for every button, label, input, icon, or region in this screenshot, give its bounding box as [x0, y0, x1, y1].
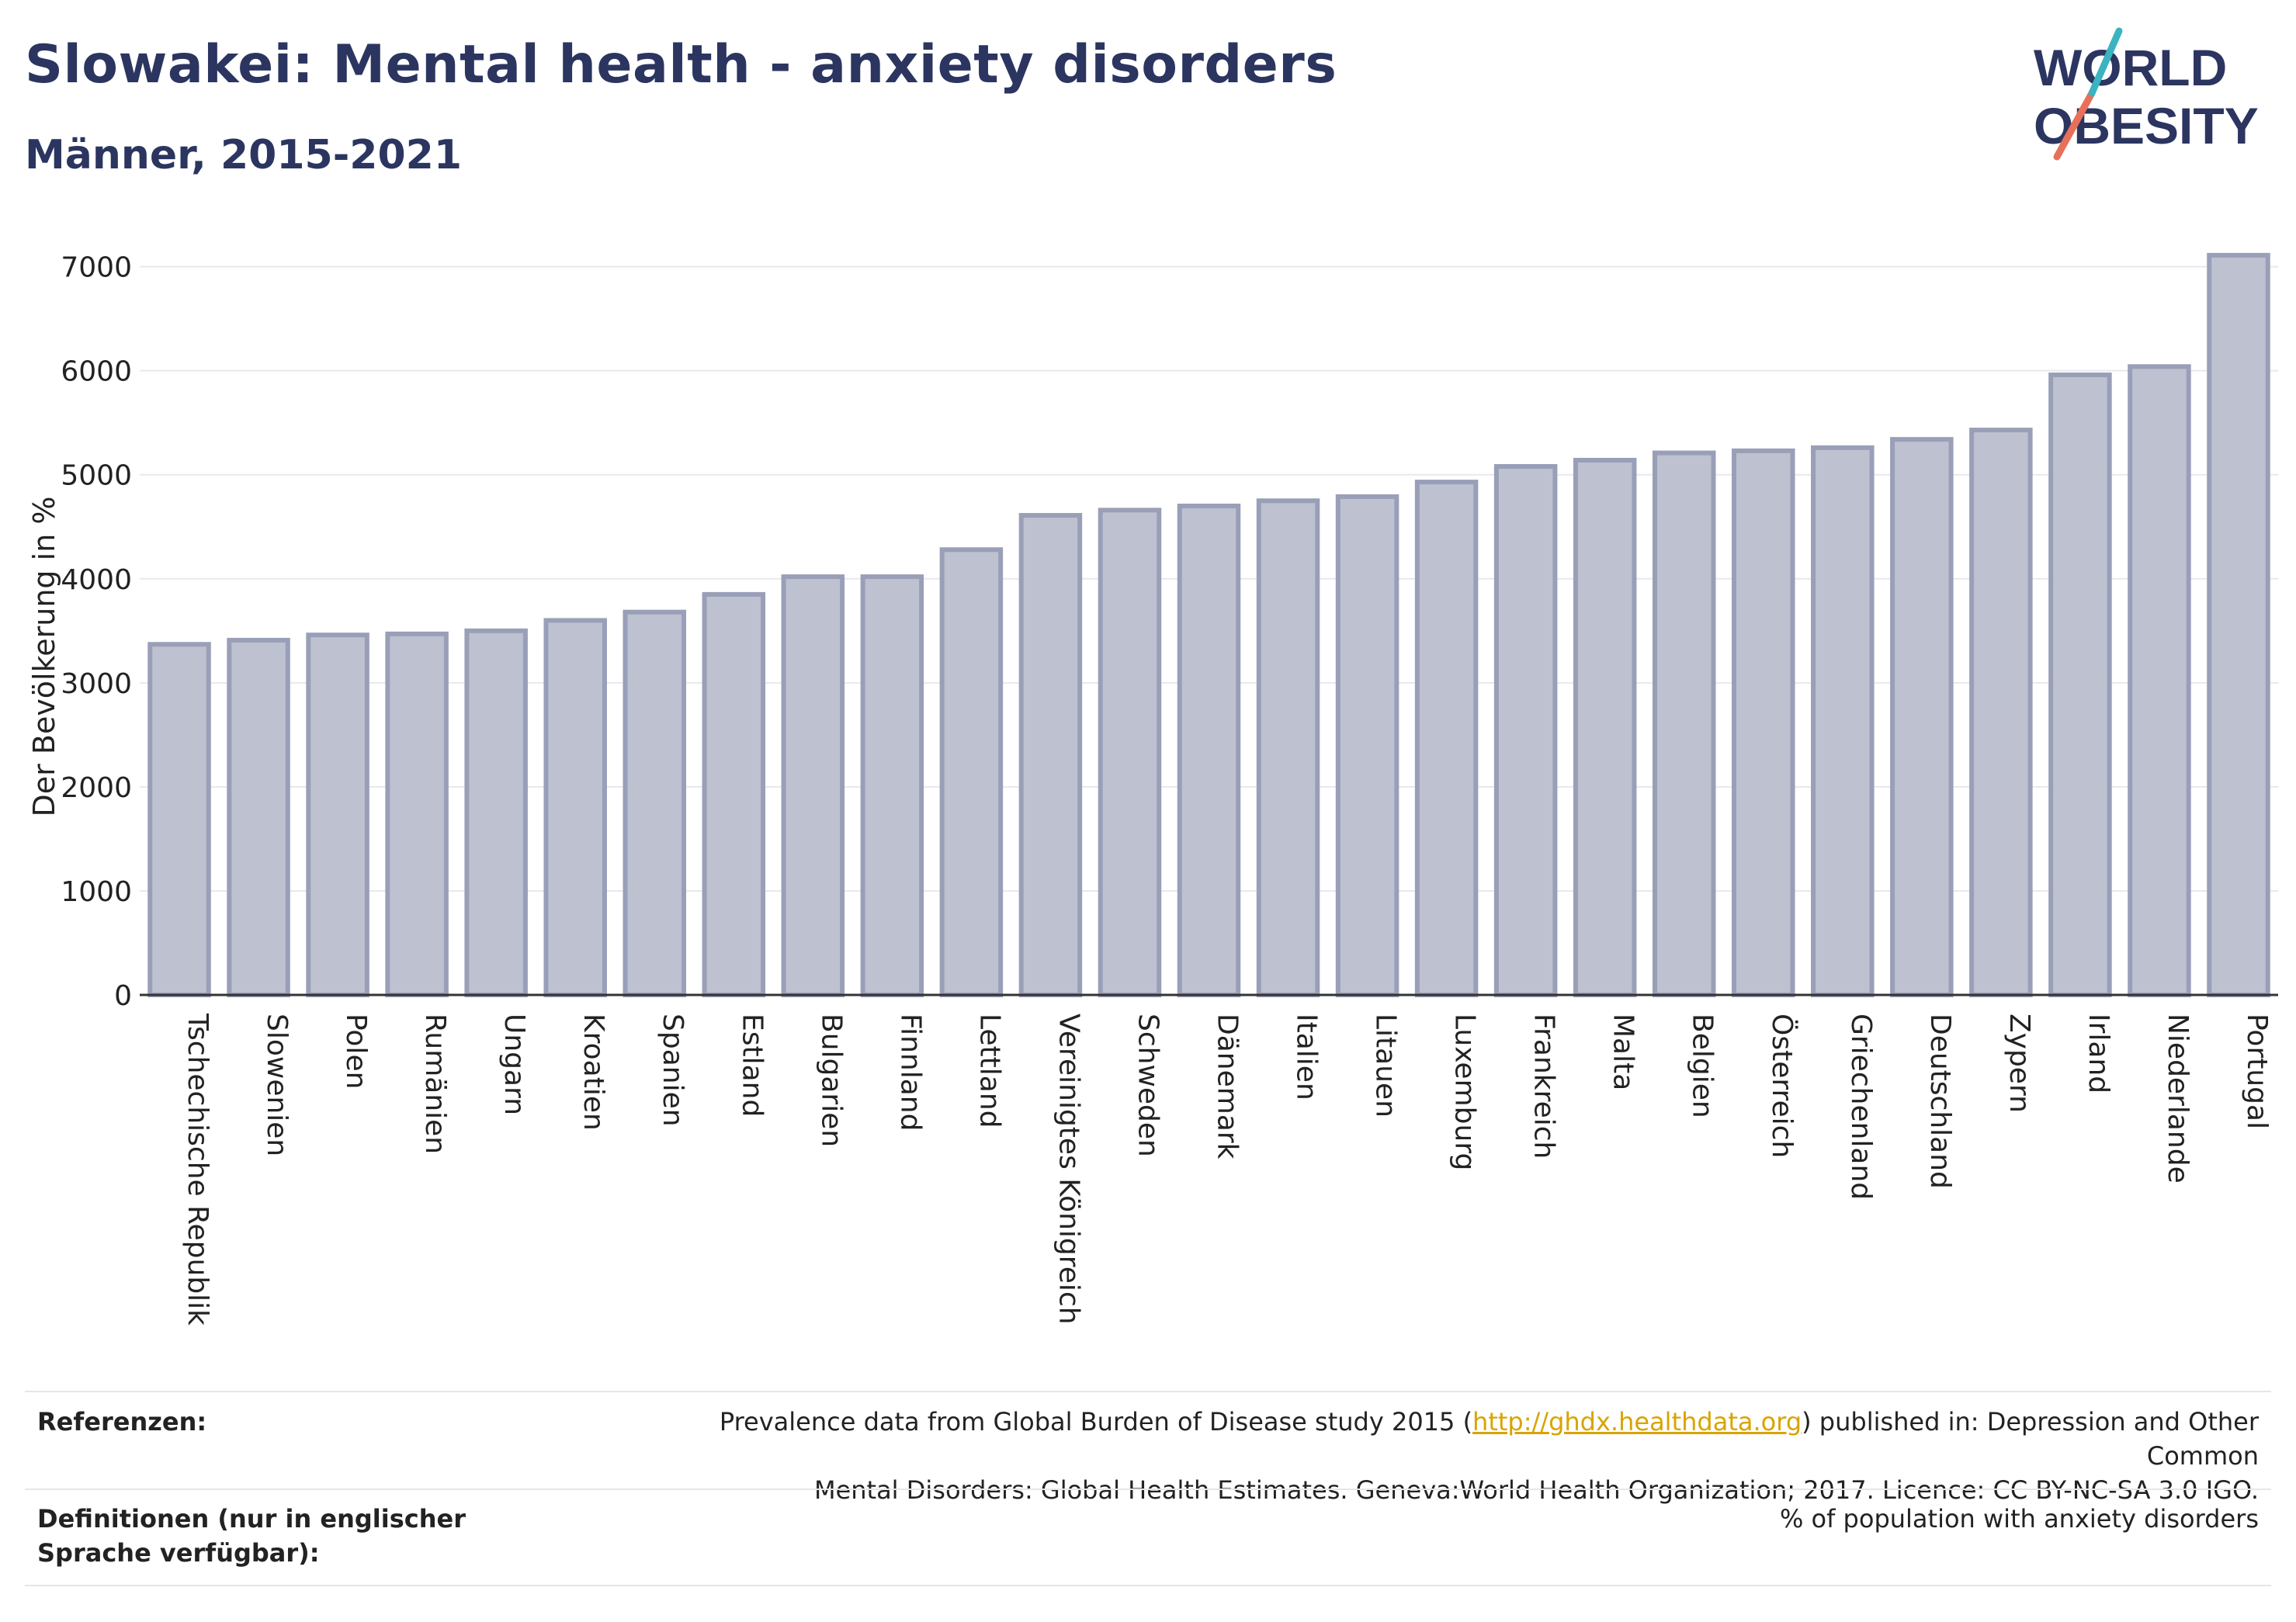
bar — [1414, 480, 1479, 997]
x-category-label: Vereinigtes Königreich — [1053, 1014, 1084, 1325]
x-category-label: Slowenien — [261, 1014, 293, 1156]
bar — [227, 637, 290, 997]
definitions-row: Definitionen (nur in englischer Sprache … — [25, 1502, 2271, 1587]
y-tick-label: 2000 — [61, 772, 132, 804]
x-category-label: Österreich — [1766, 1014, 1798, 1158]
x-category-label: Belgien — [1687, 1014, 1719, 1118]
x-category-label: Niederlande — [2162, 1014, 2194, 1184]
references-text: Prevalence data from Global Burden of Di… — [668, 1405, 2259, 1507]
footer-divider-top — [25, 1391, 2271, 1392]
bars — [147, 252, 2270, 998]
definitions-label: Definitionen (nur in englischer Sprache … — [37, 1504, 466, 1568]
x-category-label: Dänemark — [1212, 1014, 1243, 1159]
bar — [1018, 513, 1083, 997]
y-axis-ticks: 0 1000 2000 3000 4000 5000 6000 7000 — [61, 252, 132, 1012]
bar — [781, 574, 845, 997]
world-obesity-logo: WORLD OBESITY — [2034, 27, 2259, 161]
x-category-label: Estland — [736, 1014, 768, 1117]
references-label: Referenzen: — [37, 1407, 207, 1437]
bar — [702, 591, 766, 997]
y-tick-label: 4000 — [61, 564, 132, 596]
bar — [2207, 252, 2270, 998]
logo-line1: WORLD — [2034, 39, 2227, 96]
x-category-label: Frankreich — [1528, 1014, 1560, 1159]
y-tick-label: 0 — [114, 980, 132, 1012]
bar — [306, 633, 369, 997]
chart-title: Slowakei: Mental health - anxiety disord… — [25, 34, 1337, 95]
bar — [1493, 464, 1558, 997]
chart-subtitle: Männer, 2015-2021 — [25, 132, 463, 178]
bar — [543, 618, 607, 997]
x-category-label: Lettland — [973, 1014, 1005, 1128]
bar — [2048, 373, 2112, 997]
references-text-line2: Mental Disorders: Global Health Estimate… — [813, 1475, 2259, 1505]
bar — [147, 642, 211, 998]
x-category-label: Malta — [1608, 1014, 1639, 1090]
y-tick-label: 1000 — [61, 876, 132, 908]
bar — [1969, 428, 2033, 997]
bar — [1652, 450, 1716, 997]
references-text-start: Prevalence data from Global Burden of Di… — [719, 1407, 1473, 1437]
x-category-label: Rumänien — [419, 1014, 451, 1154]
bar — [623, 609, 686, 997]
bar — [1335, 494, 1399, 997]
y-axis-label: Der Bevölkerung in % — [27, 497, 61, 817]
x-category-label: Deutschland — [1924, 1014, 1956, 1189]
x-category-label: Litauen — [1370, 1014, 1402, 1118]
y-tick-label: 3000 — [61, 668, 132, 700]
x-category-label: Bulgarien — [815, 1014, 847, 1147]
bar — [939, 547, 1004, 997]
bar — [1732, 448, 1795, 998]
x-category-label: Spanien — [657, 1014, 688, 1127]
x-category-label: Ungarn — [498, 1014, 530, 1115]
bar — [1811, 445, 1875, 997]
y-tick-label: 7000 — [61, 252, 132, 284]
bar — [860, 574, 924, 997]
x-category-label: Portugal — [2241, 1014, 2273, 1129]
x-category-label: Zypern — [2003, 1014, 2035, 1113]
x-category-label: Irland — [2083, 1014, 2114, 1093]
logo-line2: OBESITY — [2034, 97, 2259, 154]
logo-slash-teal — [2088, 27, 2123, 97]
bar — [1098, 508, 1162, 997]
y-tick-label: 6000 — [61, 356, 132, 388]
bar — [1177, 503, 1241, 998]
bar — [385, 631, 449, 998]
footer-divider-middle — [25, 1489, 2271, 1490]
x-category-label: Finnland — [894, 1014, 926, 1131]
x-category-label: Polen — [340, 1014, 372, 1089]
references-link[interactable]: http://ghdx.healthdata.org — [1472, 1407, 1802, 1437]
bar — [1573, 457, 1637, 997]
bar — [1256, 498, 1320, 998]
logo-slash-red — [2053, 89, 2096, 161]
x-category-label: Schweden — [1132, 1014, 1164, 1157]
references-text-end: ) published in: Depression and Other Com… — [1802, 1407, 2259, 1471]
x-category-label: Kroatien — [577, 1014, 609, 1131]
y-tick-label: 5000 — [61, 460, 132, 492]
x-category-label: Luxemburg — [1449, 1014, 1481, 1170]
x-category-label: Italien — [1291, 1014, 1323, 1100]
bar-chart: 0 1000 2000 3000 4000 5000 6000 7000 Tschechisc… — [27, 252, 2278, 1326]
definitions-text: % of population with anxiety disorders — [1779, 1504, 2259, 1534]
bar — [2128, 364, 2191, 997]
x-category-label: Griechenland — [1845, 1014, 1877, 1200]
footer-divider-bottom — [25, 1585, 2271, 1586]
references-row: Referenzen: Prevalence data from Global … — [25, 1405, 2271, 1505]
x-category-label: Tschechische Republik — [182, 1013, 213, 1326]
x-axis-labels: Tschechische Republik Slowenien Polen Rumän… — [182, 1013, 2273, 1326]
bar — [464, 628, 528, 997]
bar — [1890, 437, 1954, 997]
